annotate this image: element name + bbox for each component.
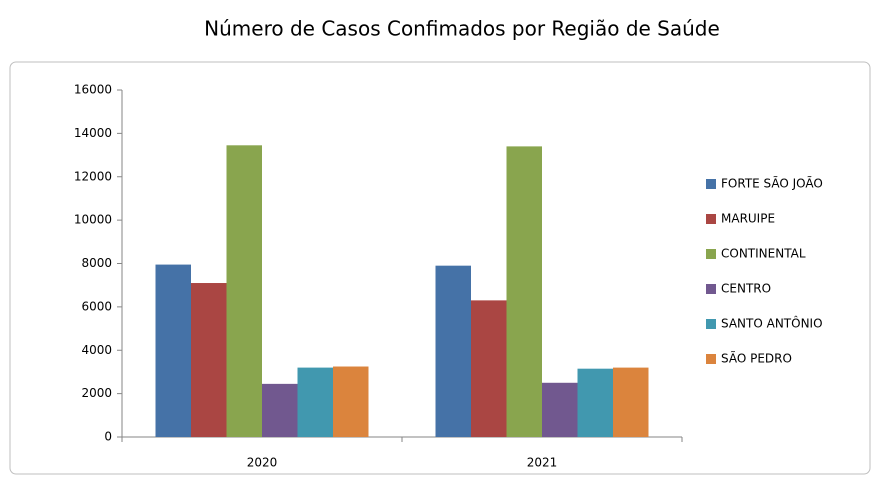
- bar: [191, 283, 227, 437]
- bar: [577, 368, 613, 437]
- legend-swatch: [706, 249, 716, 259]
- x-tick-label: 2020: [247, 456, 278, 470]
- legend-label: CONTINENTAL: [721, 247, 806, 261]
- legend-swatch: [706, 284, 716, 294]
- bar: [471, 300, 507, 437]
- y-tick-label: 6000: [81, 299, 112, 313]
- legend-label: FORTE SÃO JOÃO: [721, 176, 823, 191]
- y-tick-label: 0: [104, 430, 112, 444]
- legend-label: MARUIPE: [721, 212, 775, 226]
- bar: [262, 383, 298, 437]
- bar: [506, 146, 542, 437]
- chart-title: Número de Casos Confimados por Região de…: [204, 17, 720, 41]
- bar: [297, 367, 333, 437]
- legend-label: SANTO ANTÔNIO: [721, 316, 823, 331]
- bar: [542, 382, 578, 437]
- y-tick-label: 16000: [74, 83, 112, 97]
- legend-swatch: [706, 354, 716, 364]
- bar: [435, 265, 471, 437]
- legend-swatch: [706, 179, 716, 189]
- bar: [155, 264, 191, 437]
- legend-swatch: [706, 214, 716, 224]
- legend-label: SÃO PEDRO: [721, 351, 792, 366]
- bar: [613, 367, 649, 437]
- y-tick-label: 4000: [81, 343, 112, 357]
- bar: [333, 366, 369, 437]
- legend-swatch: [706, 319, 716, 329]
- y-tick-label: 14000: [74, 126, 112, 140]
- bar: [226, 145, 262, 437]
- y-tick-label: 10000: [74, 213, 112, 227]
- y-tick-label: 12000: [74, 169, 112, 183]
- y-tick-label: 2000: [81, 386, 112, 400]
- y-tick-label: 8000: [81, 256, 112, 270]
- x-tick-label: 2021: [527, 456, 558, 470]
- legend-label: CENTRO: [721, 282, 771, 296]
